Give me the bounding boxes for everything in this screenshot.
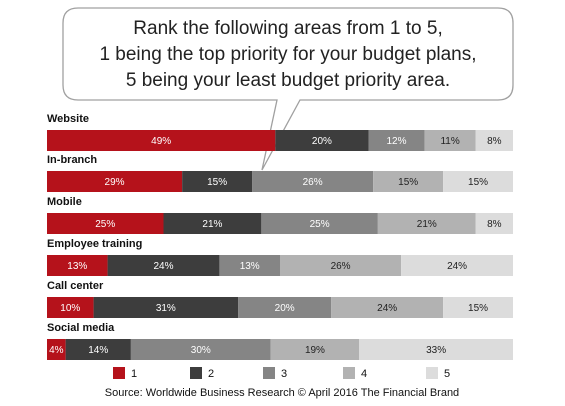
legend-label: 2 <box>208 368 214 380</box>
data-label: 14% <box>88 345 108 356</box>
bar-row-mobile: Mobile 25% 21% 25% 21% 8% <box>47 196 513 234</box>
data-label: 21% <box>417 219 437 230</box>
data-label: 20% <box>312 136 332 147</box>
bar-segment-rank-2 <box>163 213 262 234</box>
bar-segment-rank-3 <box>368 130 425 151</box>
bar-segment-rank-2 <box>65 339 131 360</box>
data-label: 19% <box>305 345 325 356</box>
bar-segment-rank-5 <box>475 130 513 151</box>
category-label: Social media <box>47 322 115 334</box>
bar-segment-rank-5 <box>443 171 513 192</box>
data-label: 10% <box>60 303 80 314</box>
data-label: 29% <box>105 177 125 188</box>
bar-segment-rank-3 <box>252 171 374 192</box>
bar-segment-rank-3 <box>261 213 378 234</box>
bar-row-in-branch: In-branch 29% 15% 26% 15% 15% <box>47 154 513 192</box>
question-callout: Rank the following areas from 1 to 5, 1 … <box>62 7 514 171</box>
bar-row-employee-training: Employee training 13% 24% 13% 26% 24% <box>47 238 513 276</box>
legend-item-5: 5 <box>426 367 450 380</box>
data-label: 13% <box>240 261 260 272</box>
legend-swatch <box>426 367 438 379</box>
legend-swatch <box>113 367 125 379</box>
bar-segment-rank-4 <box>377 213 476 234</box>
legend-item-2: 2 <box>190 367 214 380</box>
data-label: 25% <box>310 219 330 230</box>
data-label: 15% <box>398 177 418 188</box>
bar-row-call-center: Call center 10% 31% 20% 24% 15% <box>47 280 513 318</box>
bar-segment-rank-4 <box>270 339 360 360</box>
data-label: 13% <box>67 261 87 272</box>
bar-segment-rank-3 <box>238 297 332 318</box>
data-label: 8% <box>487 219 502 230</box>
data-label: 33% <box>426 345 446 356</box>
question-line-1: Rank the following areas from 1 to 5, <box>133 18 442 39</box>
bar-segment-rank-3 <box>130 339 271 360</box>
source-note: Source: Worldwide Business Research © Ap… <box>105 387 459 399</box>
legend-swatch <box>343 367 355 379</box>
data-label: 15% <box>468 177 488 188</box>
legend-item-1: 1 <box>113 367 137 380</box>
data-label: 11% <box>440 136 459 147</box>
legend-item-4: 4 <box>343 367 367 380</box>
category-label: Website <box>47 113 89 125</box>
bar-segment-rank-5 <box>401 255 513 276</box>
bar-row-website: Website 49% 20% 12% 11% 8% <box>47 113 513 151</box>
bar-segment-rank-2 <box>182 171 253 192</box>
data-label: 8% <box>487 136 502 147</box>
data-label: 30% <box>191 345 211 356</box>
bar-segment-rank-1 <box>47 171 183 192</box>
data-label: 20% <box>275 303 295 314</box>
data-label: 15% <box>468 303 488 314</box>
bar-segment-rank-2 <box>93 297 239 318</box>
bar-segment-rank-1 <box>47 339 66 360</box>
bar-segment-rank-4 <box>424 130 476 151</box>
category-label: Mobile <box>47 196 82 208</box>
bar-segment-rank-1 <box>47 213 164 234</box>
legend-label: 4 <box>361 368 367 380</box>
category-label: In-branch <box>47 154 97 166</box>
bar-segment-rank-2 <box>107 255 220 276</box>
data-label: 25% <box>95 219 115 230</box>
data-label: 24% <box>153 261 173 272</box>
data-label: 31% <box>156 303 176 314</box>
data-label: 26% <box>303 177 323 188</box>
bar-segment-rank-5 <box>475 213 513 234</box>
data-label: 24% <box>377 303 397 314</box>
question-line-2: 1 being the top priority for your budget… <box>99 44 476 65</box>
data-label: 26% <box>331 261 351 272</box>
question-line-3: 5 being your least budget priority area. <box>126 70 450 91</box>
bar-row-social-media: Social media 4% 14% 30% 19% 33% <box>47 322 513 360</box>
bar-segment-rank-4 <box>373 171 444 192</box>
bar-segment-rank-1 <box>47 255 108 276</box>
bar-segment-rank-1 <box>47 130 276 151</box>
legend-label: 3 <box>281 368 287 380</box>
category-label: Call center <box>47 280 104 292</box>
legend-swatch <box>263 367 275 379</box>
legend: 1 2 3 4 5 <box>113 367 450 380</box>
legend-label: 5 <box>444 368 450 380</box>
data-label: 24% <box>447 261 467 272</box>
bar-segment-rank-5 <box>359 339 513 360</box>
bar-segment-rank-4 <box>280 255 402 276</box>
bar-segment-rank-1 <box>47 297 94 318</box>
data-label: 21% <box>202 219 222 230</box>
bar-segment-rank-4 <box>331 297 444 318</box>
legend-label: 1 <box>131 368 137 380</box>
data-label: 49% <box>151 136 171 147</box>
legend-item-3: 3 <box>263 367 287 380</box>
bar-segment-rank-5 <box>443 297 513 318</box>
data-label: 12% <box>386 136 406 147</box>
data-label: 4% <box>49 345 64 356</box>
category-label: Employee training <box>47 238 142 250</box>
legend-swatch <box>190 367 202 379</box>
bars-group: Website 49% 20% 12% 11% 8% In-branch 29% 15% 26% 1… <box>47 113 513 360</box>
bar-segment-rank-3 <box>219 255 280 276</box>
data-label: 15% <box>207 177 227 188</box>
bar-segment-rank-2 <box>275 130 369 151</box>
